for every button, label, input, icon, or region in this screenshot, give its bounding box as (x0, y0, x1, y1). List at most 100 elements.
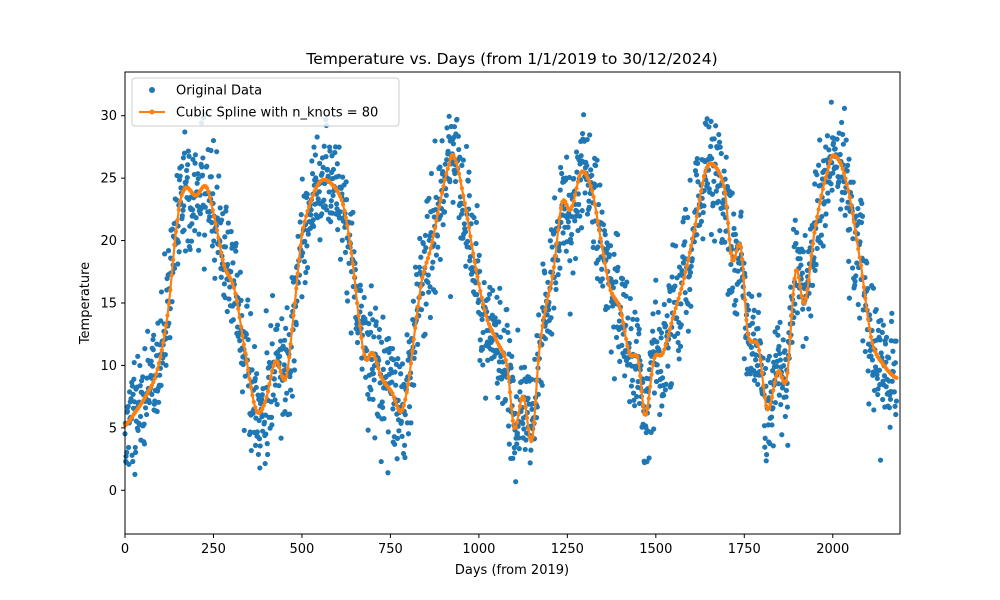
spline-point (822, 180, 827, 186)
spline-point (421, 270, 426, 275)
spline-point (452, 156, 457, 161)
spline-point (302, 219, 307, 224)
data-point (823, 211, 829, 217)
data-point (829, 187, 835, 193)
spline-point (684, 263, 690, 268)
data-point (316, 189, 322, 195)
spline-point (618, 307, 623, 312)
data-point (799, 270, 805, 276)
spline-point (585, 176, 590, 181)
data-point (311, 144, 317, 150)
data-point (854, 260, 860, 266)
spline-point (360, 345, 365, 350)
data-point (279, 316, 285, 322)
spline-point (825, 170, 830, 176)
spline-point (352, 274, 357, 279)
spline-point (278, 369, 283, 375)
data-point (708, 143, 714, 150)
data-point (297, 219, 303, 225)
spline-point (680, 281, 685, 286)
spline-point (791, 292, 796, 297)
data-point (365, 391, 371, 398)
data-point (197, 211, 203, 217)
data-point (611, 251, 617, 257)
data-point (729, 190, 735, 196)
data-point (679, 268, 685, 274)
spline-point (761, 383, 766, 388)
data-point (216, 173, 222, 179)
spline-point (846, 188, 851, 193)
spline-point (350, 262, 355, 267)
spline-point (404, 390, 409, 395)
spline-point (234, 298, 239, 303)
data-point (794, 310, 800, 316)
spline-point (604, 268, 609, 274)
data-point (364, 347, 370, 354)
spline-point (346, 232, 351, 237)
spline-point (624, 336, 629, 342)
data-point (218, 274, 224, 280)
data-point (425, 272, 431, 278)
data-point (328, 203, 334, 209)
data-point (567, 258, 573, 264)
data-point (561, 206, 568, 212)
x-tick-label: 1500 (639, 542, 672, 557)
data-point (599, 209, 605, 215)
spline-point (297, 257, 302, 262)
data-point (675, 330, 681, 337)
data-point (250, 410, 256, 417)
data-point (423, 301, 429, 307)
data-point (843, 137, 849, 143)
spline-point (219, 250, 224, 255)
data-point (129, 452, 135, 458)
data-point (694, 232, 700, 238)
data-point (836, 179, 842, 185)
data-point (228, 269, 234, 275)
data-point (755, 309, 762, 316)
spline-point (503, 358, 508, 363)
data-point (257, 465, 263, 471)
data-point (373, 319, 379, 325)
data-point (183, 167, 190, 174)
spline-point (850, 211, 855, 216)
x-tick-label: 1000 (462, 542, 495, 557)
data-point (877, 457, 884, 463)
spline-point (472, 259, 477, 264)
data-point (495, 349, 501, 356)
data-point (288, 387, 294, 393)
data-point (875, 386, 881, 392)
data-point (334, 201, 340, 207)
data-point (652, 299, 659, 305)
data-point (548, 315, 554, 321)
data-point (570, 270, 576, 276)
data-point (704, 181, 711, 187)
data-point (877, 382, 883, 388)
y-axis: 0 5 10 15 20 25 30 (100, 109, 125, 499)
data-point (893, 398, 900, 404)
data-point (494, 380, 500, 386)
spline-point (679, 286, 684, 292)
spline-point (407, 372, 412, 377)
data-point (442, 161, 448, 167)
spline-point (601, 252, 606, 257)
data-point (593, 183, 599, 189)
spline-point (530, 434, 535, 439)
spline-point (696, 205, 701, 211)
data-point (700, 236, 706, 242)
spline-point (844, 182, 850, 187)
data-point (510, 377, 516, 383)
data-point (480, 362, 486, 368)
spline-point (357, 323, 363, 328)
data-point (222, 234, 228, 240)
data-point (806, 306, 812, 312)
data-point (193, 215, 199, 221)
spline-point (475, 274, 480, 279)
data-point (158, 289, 165, 295)
data-point (149, 391, 155, 397)
data-point (304, 191, 310, 197)
data-point (732, 231, 739, 238)
spline-point (485, 317, 490, 323)
data-point (426, 289, 432, 295)
data-point (770, 443, 776, 449)
spline-point (792, 276, 797, 281)
